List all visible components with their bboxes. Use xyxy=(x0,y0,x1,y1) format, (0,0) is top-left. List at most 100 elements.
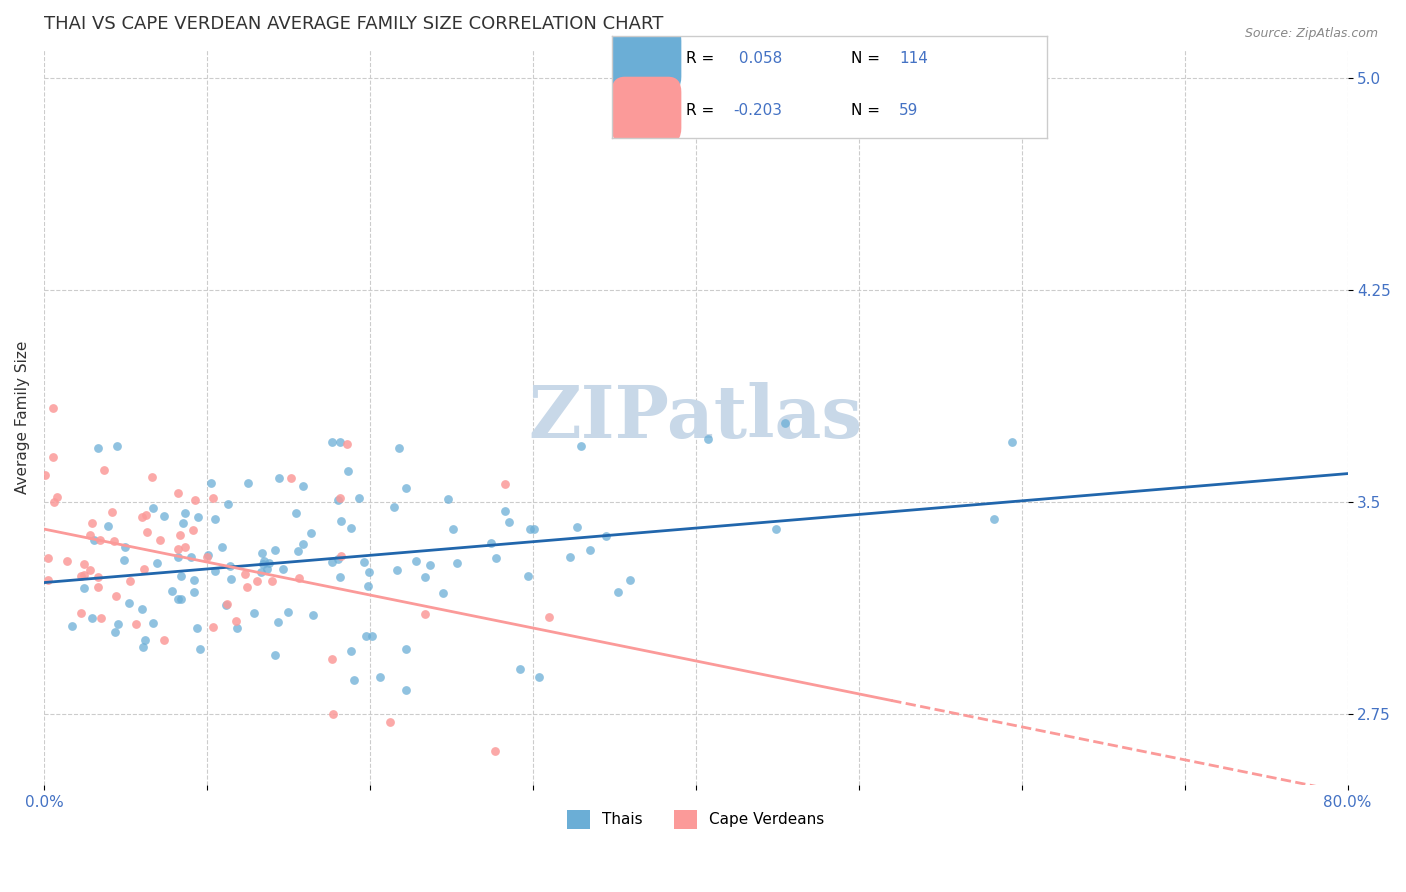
Point xyxy=(79,528,101,542)
Point xyxy=(37,574,59,588)
Point xyxy=(145,556,167,570)
Point xyxy=(329,491,352,505)
Point xyxy=(329,434,352,449)
Text: Source: ZipAtlas.com: Source: ZipAtlas.com xyxy=(1244,27,1378,40)
Point xyxy=(70,606,93,620)
Point xyxy=(79,563,101,577)
Legend: Thais, Cape Verdeans: Thais, Cape Verdeans xyxy=(560,803,832,837)
Point xyxy=(321,435,343,450)
Point xyxy=(388,442,411,456)
Point xyxy=(46,491,69,505)
Point xyxy=(378,715,401,730)
Point xyxy=(125,617,148,632)
Y-axis label: Average Family Size: Average Family Size xyxy=(15,341,30,494)
Point xyxy=(253,554,276,568)
Point xyxy=(195,549,218,564)
Point xyxy=(218,558,240,573)
Point xyxy=(498,515,520,529)
Point xyxy=(201,620,224,634)
Point xyxy=(522,522,544,536)
Point xyxy=(42,495,65,509)
Point xyxy=(34,467,56,482)
Point xyxy=(263,648,285,662)
Point xyxy=(118,597,141,611)
FancyBboxPatch shape xyxy=(612,26,682,92)
Point xyxy=(236,580,259,594)
Point xyxy=(104,589,127,603)
Point xyxy=(97,518,120,533)
Point xyxy=(569,439,592,453)
Point xyxy=(560,549,582,564)
Point xyxy=(263,542,285,557)
Point xyxy=(395,682,418,697)
Point xyxy=(160,583,183,598)
Point xyxy=(132,562,155,576)
Point xyxy=(166,550,188,565)
Point xyxy=(186,621,208,635)
Text: N =: N = xyxy=(852,51,886,66)
Point xyxy=(395,642,418,657)
Text: -0.203: -0.203 xyxy=(734,103,783,118)
Text: R =: R = xyxy=(686,103,718,118)
Point xyxy=(166,486,188,500)
Point xyxy=(565,520,588,534)
Point xyxy=(87,441,110,455)
Point xyxy=(322,707,344,722)
Point xyxy=(37,551,59,566)
Point xyxy=(538,610,561,624)
Point xyxy=(56,554,79,568)
Point xyxy=(135,508,157,522)
Point xyxy=(413,570,436,584)
Point xyxy=(484,744,506,758)
Point xyxy=(132,640,155,654)
Point xyxy=(87,580,110,594)
Point xyxy=(250,565,273,579)
Point xyxy=(479,536,502,550)
Point xyxy=(302,608,325,623)
Point xyxy=(118,574,141,588)
Point xyxy=(287,571,309,585)
Point xyxy=(211,540,233,554)
Point xyxy=(271,562,294,576)
Point xyxy=(321,651,343,665)
Point xyxy=(142,615,165,630)
Point xyxy=(257,556,280,570)
Point xyxy=(353,555,375,569)
Point xyxy=(112,553,135,567)
Point xyxy=(184,492,207,507)
Point xyxy=(105,439,128,453)
Point xyxy=(287,543,309,558)
Point xyxy=(204,564,226,578)
Point xyxy=(174,507,197,521)
Point xyxy=(153,632,176,647)
Point xyxy=(149,533,172,548)
Point xyxy=(170,569,193,583)
Point xyxy=(183,585,205,599)
Point xyxy=(217,497,239,511)
Text: N =: N = xyxy=(852,103,886,118)
Point xyxy=(243,606,266,620)
Point xyxy=(343,673,366,688)
Point xyxy=(80,611,103,625)
Point xyxy=(284,506,307,520)
Point xyxy=(152,508,174,523)
Point xyxy=(103,533,125,548)
Point xyxy=(172,516,194,531)
Point xyxy=(432,586,454,600)
Point xyxy=(280,471,302,485)
Point xyxy=(361,629,384,643)
Point xyxy=(292,479,315,493)
Point xyxy=(131,602,153,616)
Point xyxy=(983,512,1005,526)
Point xyxy=(73,567,96,582)
Point xyxy=(413,607,436,622)
Point xyxy=(114,540,136,554)
Text: ZIPatlas: ZIPatlas xyxy=(529,382,863,453)
Point xyxy=(250,546,273,560)
Point xyxy=(329,570,352,584)
Point xyxy=(765,522,787,536)
Point xyxy=(70,569,93,583)
Point xyxy=(340,644,363,658)
Point xyxy=(387,563,409,577)
Text: 0.058: 0.058 xyxy=(734,51,782,66)
